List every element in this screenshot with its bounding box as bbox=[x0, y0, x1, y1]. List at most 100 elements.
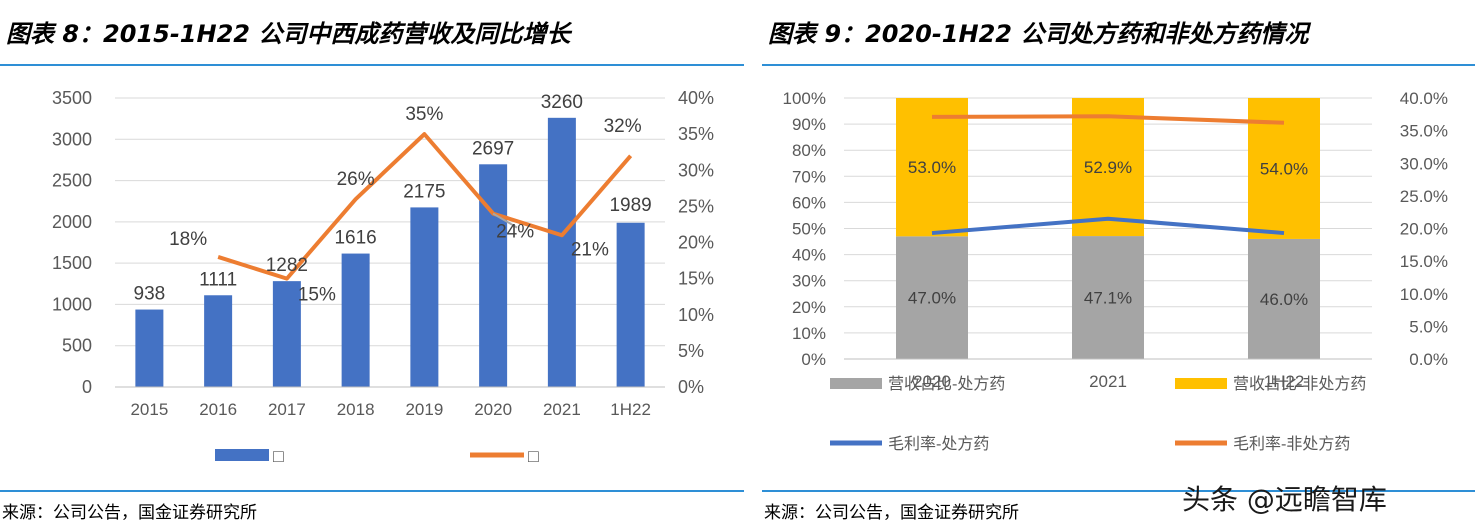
x-tick-label: 1H22 bbox=[610, 400, 651, 419]
x-tick-label: 2016 bbox=[199, 400, 237, 419]
title-rule bbox=[0, 64, 744, 66]
y2-tick-label: 10.0% bbox=[1400, 285, 1448, 304]
y-tick-label: 40% bbox=[792, 246, 826, 265]
x-tick-label: 2015 bbox=[130, 400, 168, 419]
source-note: 来源：公司公告，国金证券研究所 bbox=[2, 503, 257, 523]
line-value-label: 18% bbox=[169, 229, 207, 250]
title-rule bbox=[762, 64, 1475, 66]
x-tick-label: 1H22 bbox=[1264, 372, 1305, 391]
y2-tick-label: 20% bbox=[678, 233, 714, 253]
y-tick-label: 10% bbox=[792, 324, 826, 343]
y-tick-label: 2500 bbox=[52, 171, 92, 191]
y-tick-label: 500 bbox=[62, 336, 92, 356]
leader-line bbox=[492, 212, 518, 229]
legend-label: 毛利率-处方药 bbox=[888, 434, 989, 453]
y-tick-label: 2000 bbox=[52, 212, 92, 232]
bar-segment-otc bbox=[896, 98, 968, 237]
y-tick-label: 50% bbox=[792, 220, 826, 239]
y2-tick-label: 35% bbox=[678, 124, 714, 144]
bar-value-label: 2697 bbox=[472, 138, 514, 159]
bar-segment-prescription bbox=[1248, 238, 1320, 359]
line-value-label: 35% bbox=[405, 104, 443, 125]
bar bbox=[272, 281, 301, 387]
source-note: 来源：公司公告，国金证券研究所 bbox=[764, 503, 1019, 523]
bar bbox=[135, 309, 164, 387]
segment-value-label: 54.0% bbox=[1260, 159, 1308, 178]
y-tick-label: 20% bbox=[792, 298, 826, 317]
y2-tick-label: 0% bbox=[678, 377, 704, 397]
chart-panel-left: 图表 8：2015-1H22 公司中西成药营收及同比增长 0 500 1000 150… bbox=[0, 20, 744, 523]
legend-label: 毛利率-非处方药 bbox=[1233, 434, 1350, 453]
bar bbox=[547, 117, 576, 388]
bar bbox=[616, 222, 645, 387]
y2-tick-label: 10% bbox=[678, 305, 714, 325]
bar-segment-prescription bbox=[1072, 236, 1144, 359]
y-tick-label: 60% bbox=[792, 193, 826, 212]
bar-value-label: 1111 bbox=[199, 269, 237, 290]
line-value-label: 32% bbox=[604, 116, 642, 137]
chart-panel-right: 图表 9：2020-1H22 公司处方药和非处方药情况 0% 10% 20% 30% 4… bbox=[762, 0, 1475, 530]
y-tick-label: 3500 bbox=[52, 88, 92, 108]
x-tick-label: 2021 bbox=[1089, 372, 1127, 391]
line-value-label: 15% bbox=[298, 285, 336, 306]
line-value-label: 26% bbox=[337, 169, 375, 190]
legend-label: 营收占比-非处方药 bbox=[1233, 374, 1366, 393]
bar bbox=[410, 207, 439, 387]
y-tick-label: 80% bbox=[792, 141, 826, 160]
y-tick-label: 1500 bbox=[52, 253, 92, 273]
y-tick-label: 30% bbox=[792, 272, 826, 291]
legend-swatch bbox=[830, 378, 882, 389]
segment-value-label: 46.0% bbox=[1260, 290, 1308, 309]
growth-line bbox=[217, 132, 633, 281]
y-tick-label: 3000 bbox=[52, 129, 92, 149]
bar-value-label: 1616 bbox=[334, 228, 376, 249]
chart-title: 图表 9：2020-1H22 公司处方药和非处方药情况 bbox=[768, 20, 1309, 48]
y2-tick-label: 0.0% bbox=[1409, 350, 1448, 369]
y-tick-label: 0 bbox=[82, 377, 92, 397]
y2-tick-label: 30% bbox=[678, 160, 714, 180]
line-value-label: 21% bbox=[571, 239, 609, 260]
footer-rule bbox=[0, 490, 744, 492]
x-tick-label: 2020 bbox=[474, 400, 512, 419]
watermark: 头条 @远瞻智库 bbox=[1182, 483, 1387, 516]
y-tick-label: 90% bbox=[792, 115, 826, 134]
legend-swatch-bar bbox=[215, 449, 269, 461]
legend-label: □ bbox=[528, 446, 539, 466]
segment-value-label: 47.0% bbox=[908, 289, 956, 308]
chart-title: 图表 8：2015-1H22 公司中西成药营收及同比增长 bbox=[6, 20, 571, 48]
bar-value-label: 2175 bbox=[403, 181, 445, 202]
bar bbox=[341, 253, 370, 387]
x-tick-label: 2019 bbox=[405, 400, 443, 419]
y2-tick-label: 30.0% bbox=[1400, 154, 1448, 173]
segment-value-label: 47.1% bbox=[1084, 289, 1132, 308]
bar bbox=[479, 164, 508, 387]
legend-label: 营收占比-处方药 bbox=[888, 374, 1005, 393]
bar-segment-otc bbox=[1072, 98, 1144, 237]
bar-value-label: 1989 bbox=[609, 195, 651, 216]
segment-value-label: 52.9% bbox=[1084, 158, 1132, 177]
footer-rule bbox=[762, 490, 1475, 492]
y2-tick-label: 15.0% bbox=[1400, 252, 1448, 271]
y2-tick-label: 15% bbox=[678, 269, 714, 289]
bar bbox=[204, 295, 233, 387]
y-tick-label: 1000 bbox=[52, 294, 92, 314]
margin-line-otc bbox=[931, 114, 1285, 125]
bar-segment-prescription bbox=[896, 236, 968, 359]
y2-tick-label: 40% bbox=[678, 88, 714, 108]
y2-tick-label: 35.0% bbox=[1400, 122, 1448, 141]
legend-swatch bbox=[1175, 378, 1227, 389]
line-value-label: 24% bbox=[496, 222, 534, 243]
x-tick-label: 2021 bbox=[543, 400, 581, 419]
x-tick-label: 2018 bbox=[337, 400, 375, 419]
bar-value-label: 3260 bbox=[541, 92, 583, 113]
y2-tick-label: 25.0% bbox=[1400, 187, 1448, 206]
bar-value-label: 938 bbox=[134, 284, 166, 305]
y2-tick-label: 25% bbox=[678, 196, 714, 216]
y-tick-label: 0% bbox=[801, 350, 826, 369]
y2-tick-label: 40.0% bbox=[1400, 89, 1448, 108]
segment-value-label: 53.0% bbox=[908, 158, 956, 177]
y-tick-label: 100% bbox=[783, 89, 826, 108]
revenue-chart: 0 500 1000 1500 2000 2500 3000 3500 0% 5% 10% 15% 20… bbox=[52, 88, 714, 466]
x-tick-label: 2020 bbox=[913, 372, 951, 391]
x-tick-label: 2017 bbox=[268, 400, 306, 419]
